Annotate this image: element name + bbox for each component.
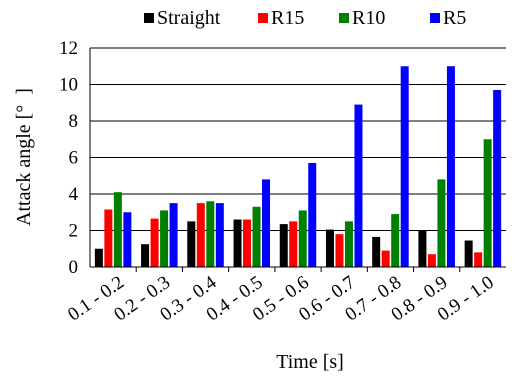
bar-r10-1 — [113, 192, 122, 267]
bar-straight-4 — [233, 219, 242, 267]
legend-swatch-r5 — [430, 13, 440, 23]
y-tick-label: 8 — [69, 111, 79, 132]
bar-r15-3 — [196, 203, 205, 267]
bar-r5-7 — [400, 66, 409, 267]
y-tick-label: 4 — [69, 184, 79, 205]
bar-straight-3 — [187, 221, 196, 267]
legend-swatch-straight — [144, 13, 154, 23]
legend-label-r10: R10 — [352, 7, 385, 29]
bar-r10-2 — [160, 210, 169, 267]
bar-straight-2 — [141, 244, 150, 267]
bar-r10-5 — [298, 210, 307, 267]
bar-straight-5 — [279, 224, 288, 267]
bar-r15-5 — [289, 221, 298, 267]
legend-label-straight: Straight — [157, 7, 221, 29]
bar-straight-1 — [94, 248, 103, 267]
bar-straight-7 — [372, 236, 381, 267]
bar-r10-8 — [437, 179, 446, 267]
bar-r15-7 — [381, 250, 390, 267]
legend-label-r5: R5 — [443, 7, 466, 29]
bar-r5-5 — [308, 162, 317, 267]
bar-r10-6 — [344, 221, 353, 267]
bar-r5-3 — [215, 203, 224, 267]
legend-swatch-r15 — [258, 13, 268, 23]
bar-r5-8 — [446, 66, 455, 267]
bar-straight-9 — [464, 240, 473, 267]
bar-straight-8 — [418, 230, 427, 267]
bar-r5-2 — [169, 203, 178, 267]
bar-r5-9 — [493, 89, 502, 267]
bar-r15-8 — [427, 254, 436, 267]
x-axis: 0.1 - 0.20.2 - 0.30.3 - 0.40.4 - 0.50.5 … — [64, 267, 498, 325]
bar-r15-1 — [104, 209, 113, 267]
legend: Straight R15 R10 R5 — [144, 7, 466, 29]
legend-label-r15: R15 — [271, 7, 304, 29]
bar-r5-1 — [123, 212, 132, 267]
y-tick-label: 6 — [69, 148, 79, 169]
bar-r15-9 — [474, 252, 483, 267]
gridlines — [90, 47, 506, 231]
bar-r10-4 — [252, 206, 261, 267]
y-tick-label: 0 — [69, 257, 79, 278]
bar-r15-4 — [243, 219, 252, 267]
bar-r5-6 — [354, 104, 363, 267]
y-tick-label: 12 — [59, 38, 78, 59]
x-axis-title: Time [s] — [276, 351, 344, 373]
y-tick-label: 2 — [69, 221, 79, 242]
bar-r15-6 — [335, 234, 344, 267]
bar-r10-7 — [391, 214, 400, 267]
y-axis: 0 2 4 6 8 10 12 — [59, 38, 506, 278]
bar-r15-2 — [150, 218, 159, 267]
legend-swatch-r10 — [339, 13, 349, 23]
y-axis-title: Attack angle [° ] — [13, 88, 35, 226]
bar-r10-9 — [483, 139, 492, 267]
bars — [94, 66, 502, 267]
y-tick-label: 10 — [59, 75, 78, 96]
bar-r10-3 — [206, 201, 215, 267]
bar-straight-6 — [325, 229, 334, 267]
bar-r5-4 — [262, 179, 271, 267]
